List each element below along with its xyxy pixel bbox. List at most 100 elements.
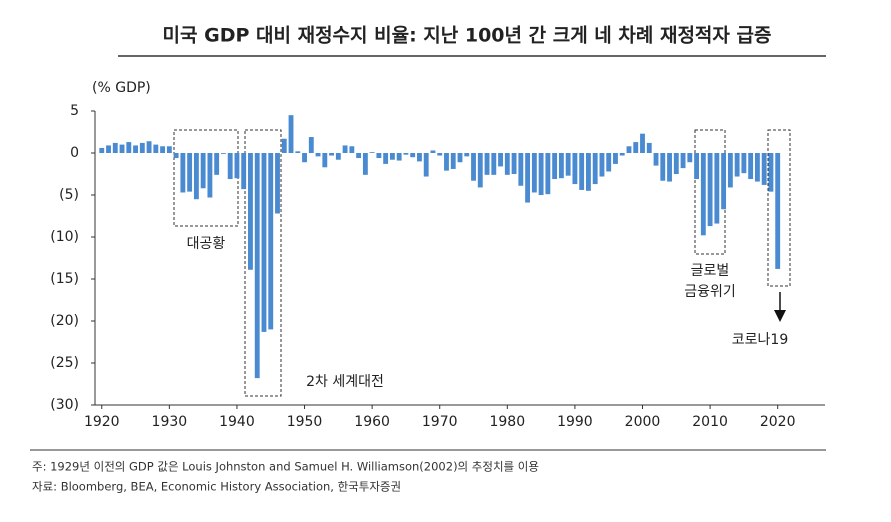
x-tick-label: 1950: [287, 414, 323, 430]
bar: [498, 153, 503, 167]
bar: [160, 146, 166, 153]
bar: [207, 153, 213, 198]
bar: [126, 142, 132, 153]
bar: [133, 145, 138, 153]
bar: [491, 153, 497, 175]
x-tick-label: 2010: [692, 414, 728, 430]
bar: [585, 153, 591, 191]
bar: [484, 153, 490, 175]
annotation: 대공황: [187, 236, 226, 252]
bar: [173, 153, 179, 159]
bar: [417, 153, 422, 162]
bar: [227, 153, 233, 180]
bar: [139, 142, 145, 153]
x-tick-label: 1940: [219, 414, 255, 430]
bar: [775, 153, 781, 269]
y-tick-label: (25): [50, 355, 79, 371]
bar: [369, 152, 375, 153]
bar: [220, 153, 226, 154]
bar: [315, 153, 321, 157]
bar: [410, 153, 416, 158]
footnote: 주: 1929년 이전의 GDP 값은 Louis Johnston and S…: [32, 460, 539, 474]
bar: [376, 153, 382, 159]
bar: [464, 153, 470, 157]
bar: [423, 153, 429, 177]
bar: [444, 153, 449, 171]
bar: [99, 147, 105, 153]
arrow-head: [774, 310, 786, 322]
bar: [633, 142, 639, 153]
bar: [477, 153, 483, 188]
bar: [396, 153, 402, 161]
bar: [335, 153, 341, 160]
bar: [646, 142, 652, 153]
bar: [525, 153, 531, 203]
bar: [288, 115, 294, 153]
bar: [349, 146, 355, 153]
bar: [619, 153, 625, 156]
bar: [329, 153, 335, 156]
bar: [592, 153, 598, 185]
bar: [322, 153, 328, 168]
annotation: 금융위기: [684, 284, 736, 300]
bar: [768, 153, 774, 192]
x-tick-label: 1980: [489, 414, 525, 430]
bar: [383, 153, 389, 164]
bar: [193, 153, 199, 200]
annotation-box: [244, 129, 282, 397]
bar: [261, 153, 267, 332]
bar: [356, 153, 362, 159]
y-tick-label: (20): [50, 313, 79, 329]
bar: [727, 153, 733, 188]
x-tick-label: 1970: [422, 414, 458, 430]
bar: [761, 153, 767, 185]
bar: [275, 153, 280, 214]
bar: [389, 153, 395, 160]
bar: [687, 153, 693, 163]
bar: [531, 153, 537, 193]
bar: [437, 153, 443, 156]
footnote: 자료: Bloomberg, BEA, Economic History Ass…: [32, 480, 401, 494]
x-tick-label: 1960: [354, 414, 390, 430]
chart-title: 미국 GDP 대비 재정수지 비율: 지난 100년 간 크게 네 차례 재정적…: [163, 25, 772, 47]
bar: [572, 153, 578, 185]
bar: [606, 153, 612, 172]
bar: [430, 150, 436, 153]
x-tick-label: 1930: [152, 414, 188, 430]
x-tick-label: 2000: [625, 414, 661, 430]
annotation: 2차 세계대전: [306, 374, 384, 390]
bar: [660, 153, 666, 181]
bar: [579, 153, 585, 190]
bar: [471, 153, 476, 181]
bar: [254, 153, 260, 379]
annotation-box: [767, 129, 791, 287]
y-tick-label: (10): [50, 229, 79, 245]
bar: [545, 153, 551, 195]
x-tick-label: 1990: [557, 414, 593, 430]
bar: [518, 153, 524, 186]
bar: [112, 142, 118, 153]
annotation: 글로벌: [691, 263, 730, 279]
bar: [640, 133, 645, 153]
bar: [248, 153, 253, 270]
bar: [268, 153, 274, 330]
bar: [214, 153, 220, 175]
bar: [680, 153, 686, 169]
bar: [754, 153, 760, 182]
x-tick-label: 2020: [760, 414, 796, 430]
bar: [234, 153, 240, 179]
bar: [653, 153, 659, 166]
bar: [295, 151, 301, 153]
bar: [281, 138, 287, 153]
bar: [119, 144, 125, 153]
bar: [362, 153, 368, 175]
y-tick-label: (30): [50, 397, 79, 413]
y-tick-label: (15): [50, 271, 79, 287]
bar: [565, 153, 571, 176]
bar: [450, 153, 456, 169]
bar: [308, 137, 314, 153]
bar: [302, 153, 307, 163]
y-tick-label: (5): [59, 187, 79, 203]
bar: [673, 153, 679, 174]
